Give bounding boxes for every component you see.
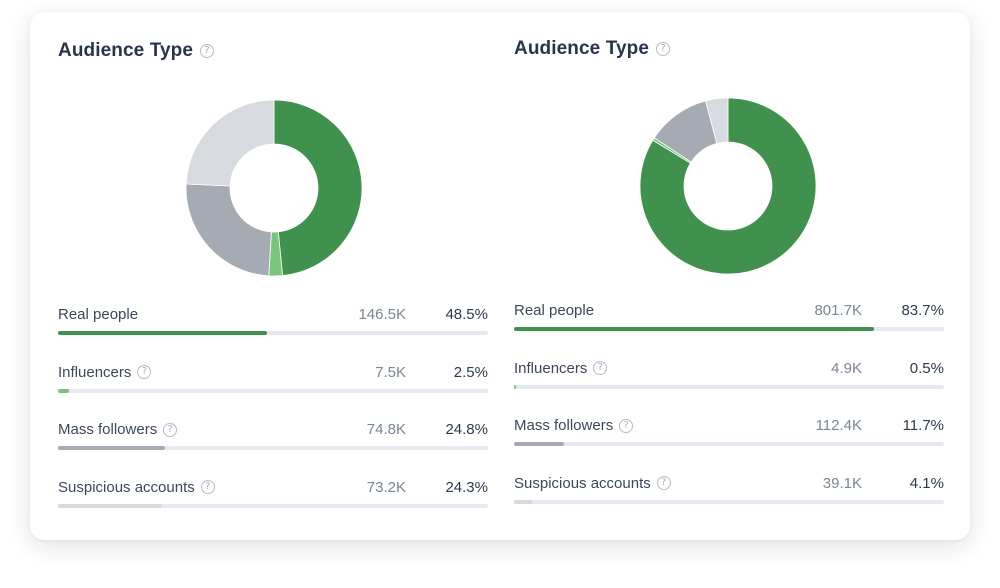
progress-fill: [58, 331, 267, 335]
donut-chart: [639, 97, 817, 275]
progress-fill: [58, 503, 163, 508]
row-mass-followers: Mass followers? 74.8K 24.8%: [58, 421, 488, 479]
question-circle-icon[interactable]: ?: [593, 361, 608, 375]
question-circle-icon[interactable]: ?: [656, 476, 671, 490]
row-label: Mass followers?: [514, 417, 634, 434]
row-label-text: Influencers: [58, 363, 132, 381]
row-count: 146.5K: [358, 306, 406, 323]
row-label: Influencers?: [514, 359, 608, 377]
row-count: 73.2K: [366, 478, 406, 496]
progress-track: [514, 327, 944, 331]
row-count: 801.7K: [814, 302, 862, 319]
question-circle-icon[interactable]: ?: [200, 480, 215, 494]
row-count: 7.5K: [375, 363, 406, 381]
progress-fill: [514, 327, 874, 331]
audience-type-card: Audience Type ? Real people 146.5K 48.5%…: [30, 12, 970, 540]
panel-header: Audience Type ?: [514, 38, 671, 60]
row-label: Influencers?: [58, 363, 152, 381]
row-mass-followers: Mass followers? 112.4K 11.7%: [514, 417, 944, 475]
row-label-text: Suspicious accounts: [514, 474, 651, 492]
question-circle-icon[interactable]: ?: [163, 422, 178, 437]
donut-chart: [185, 99, 363, 277]
progress-track: [58, 446, 488, 450]
progress-track: [58, 388, 488, 393]
row-percent: 0.5%: [909, 359, 944, 377]
row-label-text: Real people: [514, 302, 595, 319]
progress-track: [514, 499, 944, 504]
progress-fill: [514, 499, 532, 504]
panel-header: Audience Type ?: [58, 40, 215, 62]
progress-fill: [514, 384, 517, 389]
row-real-people: Real people 801.7K 83.7%: [514, 302, 944, 360]
row-real-people: Real people 146.5K 48.5%: [58, 306, 488, 364]
donut-slice-real-people[interactable]: [639, 97, 817, 275]
progress-fill: [58, 446, 165, 450]
progress-fill: [58, 388, 69, 393]
row-count: 112.4K: [815, 417, 862, 434]
row-percent: 2.5%: [453, 363, 488, 381]
row-suspicious-accounts: Suspicious accounts? 73.2K 24.3%: [58, 479, 488, 537]
row-suspicious-accounts: Suspicious accounts? 39.1K 4.1%: [514, 475, 944, 533]
row-label: Suspicious accounts?: [514, 475, 671, 492]
row-label-text: Mass followers: [58, 421, 158, 438]
row-percent: 11.7%: [902, 417, 944, 434]
donut-slice-mass-followers[interactable]: [185, 183, 272, 277]
row-label-text: Suspicious accounts: [58, 478, 195, 496]
progress-fill: [514, 442, 565, 446]
donut-slice-real-people[interactable]: [273, 99, 363, 277]
progress-track: [58, 331, 488, 335]
row-label: Suspicious accounts?: [58, 479, 215, 496]
legend-rows: Real people 146.5K 48.5% Influencers? 7.…: [58, 306, 488, 536]
row-label: Mass followers?: [58, 421, 178, 438]
row-count: 74.8K: [366, 421, 406, 438]
row-label: Real people: [58, 306, 138, 323]
row-influencers: Influencers? 7.5K 2.5%: [58, 364, 488, 422]
progress-track: [514, 442, 944, 446]
legend-rows: Real people 801.7K 83.7% Influencers? 4.…: [514, 302, 944, 532]
row-percent: 48.5%: [445, 306, 488, 323]
row-label-text: Real people: [58, 306, 139, 323]
row-percent: 83.7%: [901, 302, 944, 319]
audience-panel-left: Audience Type ? Real people 146.5K 48.5%…: [58, 12, 488, 540]
donut-slice-suspicious-accounts[interactable]: [185, 99, 275, 187]
progress-track: [514, 384, 944, 389]
panel-title: Audience Type: [514, 38, 650, 59]
audience-panel-right: Audience Type ? Real people 801.7K 83.7%…: [514, 12, 944, 540]
row-label: Real people: [514, 302, 594, 319]
row-percent: 24.3%: [445, 478, 488, 496]
row-percent: 4.1%: [909, 474, 944, 492]
panel-title: Audience Type: [58, 40, 194, 61]
question-circle-icon[interactable]: ?: [200, 44, 215, 58]
progress-track: [58, 503, 488, 508]
row-label-text: Influencers: [514, 359, 588, 377]
question-circle-icon[interactable]: ?: [137, 365, 152, 379]
question-circle-icon[interactable]: ?: [656, 42, 671, 56]
row-count: 4.9K: [831, 359, 862, 377]
row-count: 39.1K: [822, 474, 862, 492]
question-circle-icon[interactable]: ?: [619, 418, 634, 433]
donut-slice-suspicious-accounts[interactable]: [705, 97, 729, 144]
row-label-text: Mass followers: [514, 417, 614, 434]
row-influencers: Influencers? 4.9K 0.5%: [514, 360, 944, 418]
row-percent: 24.8%: [445, 421, 488, 438]
